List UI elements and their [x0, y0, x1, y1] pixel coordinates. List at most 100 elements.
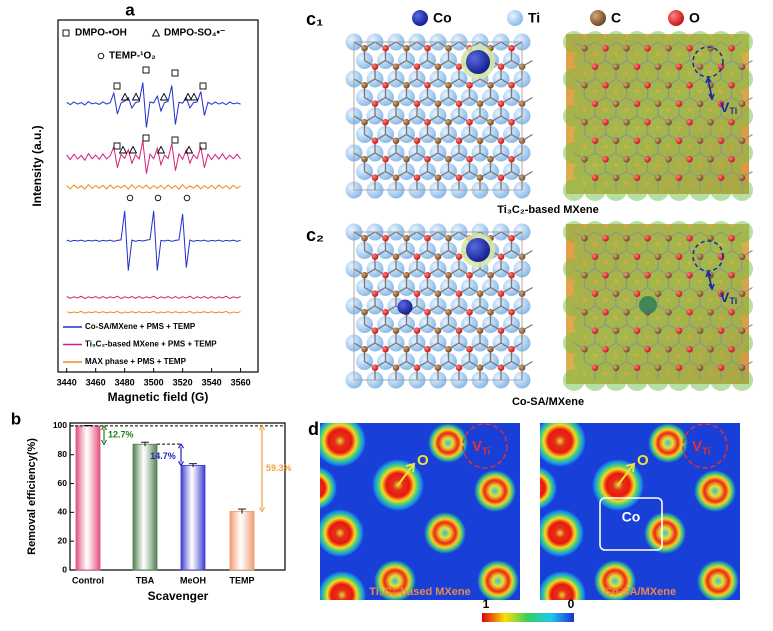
c-atom — [392, 174, 400, 181]
o-atom — [455, 290, 463, 298]
o-atom — [382, 345, 389, 353]
vacancy-arrow — [705, 76, 715, 101]
vacancy-label: VTi — [720, 99, 737, 117]
peak-triangle — [118, 145, 128, 154]
o-atom — [413, 364, 421, 372]
co-atom — [466, 238, 490, 262]
oxygen-arrow — [617, 462, 636, 486]
c-atom — [403, 81, 410, 89]
o-atom — [602, 81, 609, 89]
o-atom — [497, 364, 505, 372]
y-tick-label: 20 — [58, 535, 68, 545]
x-tick-label: 3540 — [202, 377, 222, 387]
vacancy-symbol: V — [720, 99, 730, 115]
panel-label: b — [11, 409, 21, 428]
o-atom — [602, 44, 609, 52]
c-atom — [392, 253, 400, 260]
x-tick-label: 3440 — [57, 377, 77, 387]
peak-circle — [97, 52, 105, 60]
o-atom — [633, 63, 641, 70]
panel-label: d — [308, 419, 319, 439]
o-atom — [717, 364, 725, 372]
o-atom — [413, 174, 421, 181]
c-atom — [361, 81, 368, 89]
o-atom — [455, 253, 463, 260]
o-atom — [602, 271, 609, 279]
c-atom — [738, 63, 746, 70]
c-atom — [434, 63, 442, 70]
legend-entry: C — [611, 10, 621, 26]
o-atom — [424, 345, 431, 353]
density-contour — [428, 423, 468, 463]
c-atom — [581, 308, 588, 316]
o-atom — [371, 364, 379, 372]
o-atom — [644, 155, 651, 163]
density-blob — [563, 179, 585, 201]
vacancy-subscript: Ti — [729, 107, 737, 117]
error-bar — [238, 508, 246, 514]
o-atom — [413, 63, 421, 70]
o-atom — [686, 345, 693, 353]
peak-triangle — [183, 92, 193, 101]
o-atom — [424, 271, 431, 279]
annotation: 59.3% — [266, 463, 292, 473]
c-atom — [361, 345, 368, 353]
c-atom — [392, 290, 400, 298]
o-atom — [644, 345, 651, 353]
o-atom — [675, 364, 683, 372]
c-atom — [623, 44, 630, 52]
density-contour — [594, 560, 636, 600]
c-atom — [696, 290, 704, 298]
c-atom — [654, 137, 662, 144]
x-tick-label: TBA — [136, 575, 155, 585]
o-atom — [424, 81, 431, 89]
peak-square — [113, 82, 121, 90]
c-atom — [361, 118, 368, 126]
c-atom — [434, 327, 442, 335]
o-atom — [633, 100, 641, 107]
o-atom — [382, 308, 389, 316]
c-atom — [403, 44, 410, 52]
colorbar-label: 0 — [568, 597, 575, 611]
y-tick-label: 80 — [58, 449, 68, 459]
o-atom — [371, 100, 379, 107]
c-atom — [361, 308, 368, 316]
o-atom — [602, 345, 609, 353]
c-atom — [476, 137, 484, 144]
o-atom — [455, 174, 463, 181]
o-atom — [382, 118, 389, 126]
colorbar-label: 1 — [483, 597, 490, 611]
legend-entry: MAX phase + PMS + TEMP — [85, 357, 187, 366]
c-atom — [434, 253, 442, 260]
o-atom — [633, 253, 641, 260]
o-atom — [717, 290, 725, 298]
annotation: 14.7% — [150, 451, 176, 461]
c-atom — [434, 364, 442, 372]
o-atom — [591, 253, 599, 260]
c-atom — [445, 81, 452, 89]
density-contour — [540, 571, 586, 600]
c-atom — [623, 345, 630, 353]
c-atom — [623, 234, 630, 242]
peak-triangle — [156, 145, 166, 154]
o-atom — [497, 290, 505, 298]
co-box — [599, 497, 663, 551]
c-atom — [392, 100, 400, 107]
o-atom — [602, 155, 609, 163]
c-atom — [696, 253, 704, 260]
o-atom — [413, 290, 421, 298]
o-atom — [675, 253, 683, 260]
c-atom — [665, 118, 672, 126]
c-atom — [707, 234, 714, 242]
o-atom — [686, 118, 693, 126]
caption: Co-SA/MXene — [604, 586, 676, 598]
c-atom — [487, 271, 494, 279]
c-atom — [654, 100, 662, 107]
c-atom — [665, 308, 672, 316]
c-atom — [665, 234, 672, 242]
o-atom — [591, 100, 599, 107]
c-atom — [665, 271, 672, 279]
density-blob — [563, 369, 585, 391]
c-atom — [445, 118, 452, 126]
o-atom — [602, 234, 609, 242]
